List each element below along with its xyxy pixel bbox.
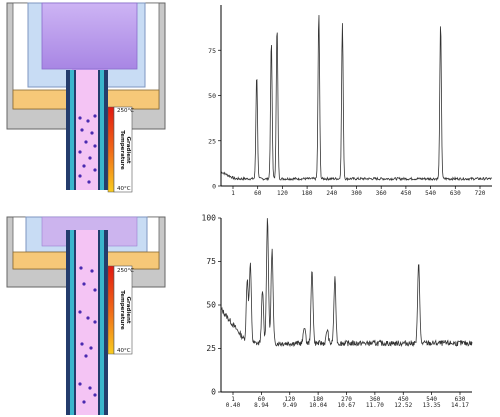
gradient-title-line2: Gradient: [125, 296, 131, 323]
x-tick-label: 450: [398, 396, 409, 403]
y-tick-label: 100: [202, 214, 217, 223]
column-inner-right: [98, 230, 100, 415]
y-tick-label: 25: [206, 344, 216, 353]
x-tick-label-secondary: 0.40: [226, 402, 241, 409]
x-tick-label: 270: [341, 396, 352, 403]
x-tick-label: 1: [231, 396, 235, 403]
x-tick-label: 240: [326, 190, 337, 197]
column-outer-left: [66, 230, 70, 415]
x-tick-label: 120: [284, 396, 295, 403]
column-cyan-right: [100, 230, 104, 415]
x-tick-label: 540: [425, 190, 436, 197]
x-tick-label: 60: [254, 190, 262, 197]
gradient-scale-box: [113, 265, 133, 355]
x-tick-label: 450: [400, 190, 411, 197]
column-inner-left: [74, 70, 76, 190]
x-tick-label: 720: [475, 190, 486, 197]
particle-group: [78, 114, 97, 184]
gradient-title-line2: Gradient: [125, 136, 131, 163]
x-tick-label-secondary: 9.49: [283, 402, 298, 409]
column-inner-left: [74, 230, 76, 415]
x-tick-label-secondary: 12.52: [394, 402, 412, 409]
particle-group: [78, 266, 97, 404]
gradient-scale-box: [113, 106, 133, 193]
column-inner-right: [98, 70, 100, 190]
temperature-gradient: 250°C 40°C Temperature Gradient: [107, 106, 134, 193]
y-tick-label: 0: [211, 388, 216, 397]
x-tick-label: 60: [258, 396, 266, 403]
gradient-title-line1: Temperature: [119, 290, 125, 330]
gradient-title-line1: Temperature: [119, 130, 125, 170]
top-chromatogram: 1 60 120 180 240 300 360 450 540 630 720 0 25 50 75: [208, 5, 493, 197]
x-tick-label-secondary: 10.67: [337, 402, 355, 409]
gradient-cold-label: 40°C: [117, 348, 131, 354]
column-outer-left: [66, 70, 70, 190]
vapor-zone: [41, 2, 138, 70]
y-tick-label: 50: [208, 92, 216, 100]
bottom-apparatus: 250°C 40°C Temperature Gradient: [6, 216, 166, 415]
x-tick-label-secondary: 13.35: [423, 402, 441, 409]
x-tick-label: 120: [277, 190, 288, 197]
x-tick-label: 1: [231, 190, 235, 197]
gradient-cold-label: 40°C: [117, 186, 131, 192]
y-tick-label: 75: [208, 47, 216, 55]
gradient-hot-label: 250°C: [117, 268, 134, 274]
top-apparatus: 250°C 40°C Temperature Gradient: [6, 2, 166, 193]
y-tick-label: 25: [208, 137, 216, 145]
chromatogram-trace: [220, 15, 493, 182]
x-tick-label: 360: [376, 190, 387, 197]
column-bore: [76, 70, 98, 190]
x-tick-label: 540: [426, 396, 437, 403]
y-tick-label: 50: [206, 301, 216, 310]
column-cyan-left: [70, 230, 74, 415]
column-outer-right: [104, 230, 108, 415]
x-tick-label: 300: [351, 190, 362, 197]
x-tick-label-secondary: 11.70: [366, 402, 384, 409]
x-tick-label-secondary: 8.94: [254, 402, 269, 409]
x-tick-label: 180: [302, 190, 313, 197]
gradient-bar: [107, 106, 115, 193]
gradient-bar: [107, 265, 115, 355]
x-tick-label: 360: [369, 396, 380, 403]
x-tick-label-secondary: 10.04: [309, 402, 327, 409]
x-tick-label-secondary: 14.17: [451, 402, 469, 409]
column-outer-right: [104, 70, 108, 190]
chromatogram-trace: [220, 218, 473, 348]
column-cyan-right: [100, 70, 104, 190]
y-tick-label: 75: [206, 257, 216, 266]
x-tick-label: 630: [450, 190, 461, 197]
column-bore: [76, 230, 98, 415]
column-cyan-left: [70, 70, 74, 190]
gradient-hot-label: 250°C: [117, 108, 134, 114]
y-tick-label: 0: [212, 183, 216, 191]
temperature-gradient: 250°C 40°C Temperature Gradient: [107, 265, 134, 355]
x-tick-label: 180: [313, 396, 324, 403]
x-tick-label: 630: [455, 396, 466, 403]
